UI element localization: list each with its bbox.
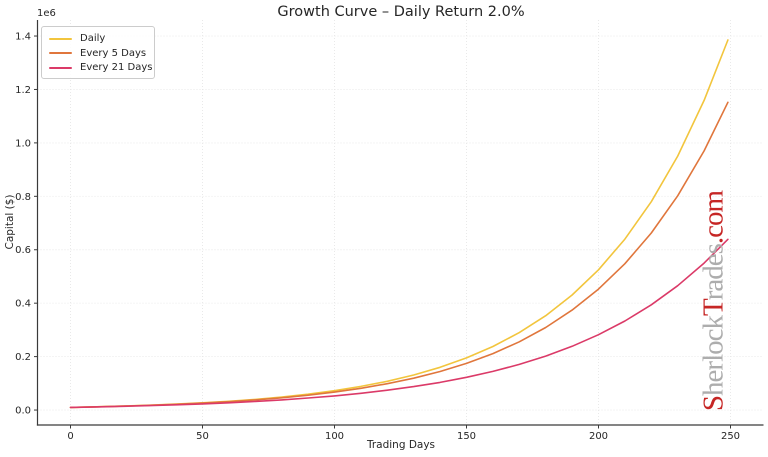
watermark-segment: herlock <box>697 315 730 396</box>
watermark: SherlockTrades.com <box>697 190 730 412</box>
legend-item-daily: Daily <box>49 33 146 44</box>
series-line-daily <box>69 39 729 409</box>
series-line-every-21-days <box>69 238 729 409</box>
x-tick-label: 200 <box>589 431 608 442</box>
legend-item-every-5-days: Every 5 Days <box>49 48 146 59</box>
legend-line-swatch <box>49 66 72 69</box>
y-tick-label: 1.0 <box>15 138 31 149</box>
legend-line-swatch <box>49 52 72 54</box>
y-tick-label: 1.4 <box>15 32 31 43</box>
x-tick-label: 150 <box>457 431 476 442</box>
x-tick-label: 50 <box>196 431 209 442</box>
x-tick-label: 250 <box>721 431 740 442</box>
x-axis-label: Trading Days <box>366 439 436 451</box>
y-axis-label: Capital ($) <box>4 194 16 250</box>
y-tick-label: 0.0 <box>15 406 31 417</box>
legend: Daily Every 5 Days Every 21 Days <box>41 26 155 79</box>
y-tick-label: 1.2 <box>15 85 31 96</box>
x-tick-label: 0 <box>67 431 73 442</box>
legend-line-swatch <box>49 37 72 40</box>
legend-label: Daily <box>80 33 106 44</box>
watermark-segment: S <box>697 395 730 412</box>
y-axis-offset-label: 1e6 <box>37 8 56 19</box>
y-tick-label: 0.8 <box>15 192 31 203</box>
legend-label: Every 5 Days <box>80 47 147 59</box>
watermark-segment: T <box>697 300 730 316</box>
legend-label: Every 21 Days <box>80 62 153 73</box>
y-tick-label: 0.4 <box>15 299 31 310</box>
chart-title: Growth Curve – Daily Return 2.0% <box>277 4 525 20</box>
y-tick-label: 0.2 <box>15 352 31 363</box>
legend-item-every-21-days: Every 21 Days <box>49 62 152 73</box>
x-tick-label: 100 <box>325 431 344 442</box>
series-line-every-5-days <box>69 101 729 409</box>
watermark-segment: .com <box>697 190 730 245</box>
y-tick-label: 0.6 <box>15 245 31 256</box>
watermark-segment: rades <box>697 244 730 301</box>
